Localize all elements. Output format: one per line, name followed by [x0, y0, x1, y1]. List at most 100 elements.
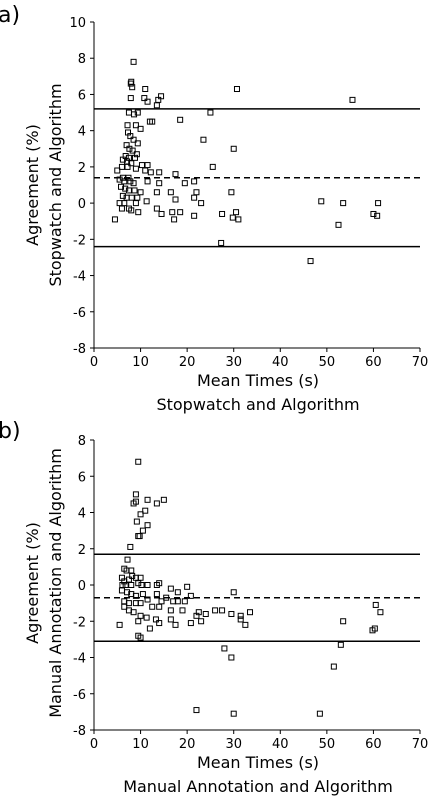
panel-a-data-point — [118, 183, 125, 190]
panel-a-data-point — [149, 118, 156, 125]
panel-a-data-point — [123, 194, 130, 201]
panel-a-data-point — [219, 210, 226, 217]
panel-a-data-point — [131, 111, 138, 118]
panel-b-data-point — [156, 620, 163, 627]
panel-a-data-point — [233, 86, 240, 93]
x-tick-label: 0 — [90, 355, 98, 370]
panel-a-data-point — [169, 209, 176, 216]
panel-b-data-point — [127, 543, 134, 550]
y-tick-label: 2 — [78, 543, 86, 558]
panel-b-data-point — [330, 663, 337, 670]
panel-b: b) 0 10 20 30 40 50 60 70 -8 -6 -4 -2 0 2 4 6 8 Mean Ti… — [0, 419, 428, 796]
panel-a-data-point — [307, 258, 314, 265]
panel-a-data-point — [218, 239, 225, 246]
panel-a-data-point — [144, 98, 151, 105]
panel-b-data-point — [144, 582, 151, 588]
panel-b-data-point — [124, 556, 131, 563]
panel-b-data-point — [156, 580, 163, 587]
panel-a-x-tick-labels: 0 10 20 30 40 50 60 70 — [90, 348, 428, 370]
x-tick-label: 20 — [179, 737, 196, 752]
panel-a-data-point — [128, 194, 135, 201]
panel-b-x-tick-labels: 0 10 20 30 40 50 60 70 — [90, 730, 428, 752]
panel-a-data-point — [181, 180, 188, 187]
panel-b-data-point — [160, 496, 167, 503]
panel-b-data-point — [143, 614, 150, 621]
panel-a-data-point — [137, 189, 144, 196]
y-tick-label: 6 — [78, 88, 86, 103]
panel-b-data-point — [184, 583, 191, 590]
panel-b-data-point — [136, 533, 143, 540]
panel-a-data-point — [111, 216, 118, 223]
panel-a-data-point — [118, 163, 125, 170]
panel-a-data-point — [191, 194, 198, 201]
y-tick-label: 4 — [78, 125, 86, 140]
panel-a-data-point — [235, 216, 242, 223]
panel-a-reference-lines — [94, 108, 420, 248]
panel-a-data-point — [131, 154, 138, 161]
panel-a-data-point — [158, 210, 165, 217]
x-tick-label: 70 — [412, 737, 428, 752]
panel-b-axes — [93, 440, 420, 731]
panel-a-data-point — [144, 178, 151, 185]
x-tick-label: 30 — [225, 737, 242, 752]
y-tick-label: 2 — [78, 161, 86, 176]
x-tick-label: 20 — [179, 355, 196, 370]
panel-a-data-point — [129, 147, 136, 154]
panel-a-data-point — [132, 122, 139, 129]
panel-b-y-axis-sublabel: Manual Annotation and Algorithm — [46, 448, 65, 718]
panel-b-data-point — [128, 582, 135, 588]
panel-a-data-point — [128, 160, 135, 167]
panel-a: a) 0 10 20 30 40 50 60 70 -8 -6 -4 -2 0 2 4 6 8 10 Mean … — [0, 3, 428, 414]
panel-a-data-point — [125, 154, 132, 161]
panel-a-data-point — [132, 165, 139, 172]
panel-a-data-point — [209, 163, 216, 170]
panel-a-data-point — [172, 171, 179, 178]
panel-b-data-point — [337, 641, 344, 648]
y-tick-label: -6 — [73, 688, 86, 703]
panel-a-data-point — [134, 140, 141, 147]
panel-b-data-point — [137, 511, 144, 518]
panel-b-data-point — [371, 625, 378, 632]
x-tick-label: 60 — [365, 737, 382, 752]
panel-a-data-point — [142, 86, 149, 93]
panel-b-data-point — [228, 611, 235, 617]
panel-b-data-point — [135, 458, 142, 465]
panel-b-data-point — [153, 500, 160, 507]
panel-a-x-axis-label: Mean Times (s) — [197, 371, 319, 390]
panel-b-data-point — [212, 607, 219, 614]
panel-b-data-point — [174, 589, 181, 596]
panel-b-data-point — [138, 582, 145, 588]
panel-b-data-point — [316, 710, 323, 717]
panel-a-data-point — [119, 156, 126, 163]
panel-b-data-point — [132, 592, 139, 599]
panel-b-data-point — [133, 518, 140, 525]
panel-a-data-point — [126, 145, 133, 152]
panel-b-data-point — [137, 600, 144, 607]
panel-b-data-point — [377, 609, 384, 616]
panel-b-data-point — [247, 609, 254, 616]
panel-b-data-point — [135, 618, 142, 625]
panel-b-data-point — [230, 589, 237, 596]
panel-a-data-point — [144, 162, 151, 169]
panel-b-data-point — [202, 611, 209, 617]
panel-a-data-point — [233, 209, 240, 216]
panel-b-data-point — [139, 591, 146, 598]
y-tick-label: 0 — [78, 197, 86, 212]
x-tick-label: 0 — [90, 737, 98, 752]
panel-b-data-point — [139, 527, 146, 534]
x-tick-label: 70 — [412, 355, 428, 370]
panel-b-data-point — [130, 500, 137, 507]
panel-b-data-point — [242, 621, 249, 628]
y-tick-label: 6 — [78, 470, 86, 485]
panel-a-data-point — [153, 205, 160, 212]
panel-a-data-point — [349, 96, 356, 103]
panel-a-data-point — [147, 169, 154, 176]
panel-b-reference-lines — [94, 553, 420, 642]
panel-a-data-point — [118, 205, 125, 212]
y-tick-label: 8 — [78, 434, 86, 449]
panel-b-data-point — [129, 572, 136, 579]
y-tick-label: -6 — [73, 306, 86, 321]
panel-a-data-point — [193, 189, 200, 196]
panel-a-data-point — [134, 194, 141, 201]
panel-b-data-point — [149, 603, 156, 610]
